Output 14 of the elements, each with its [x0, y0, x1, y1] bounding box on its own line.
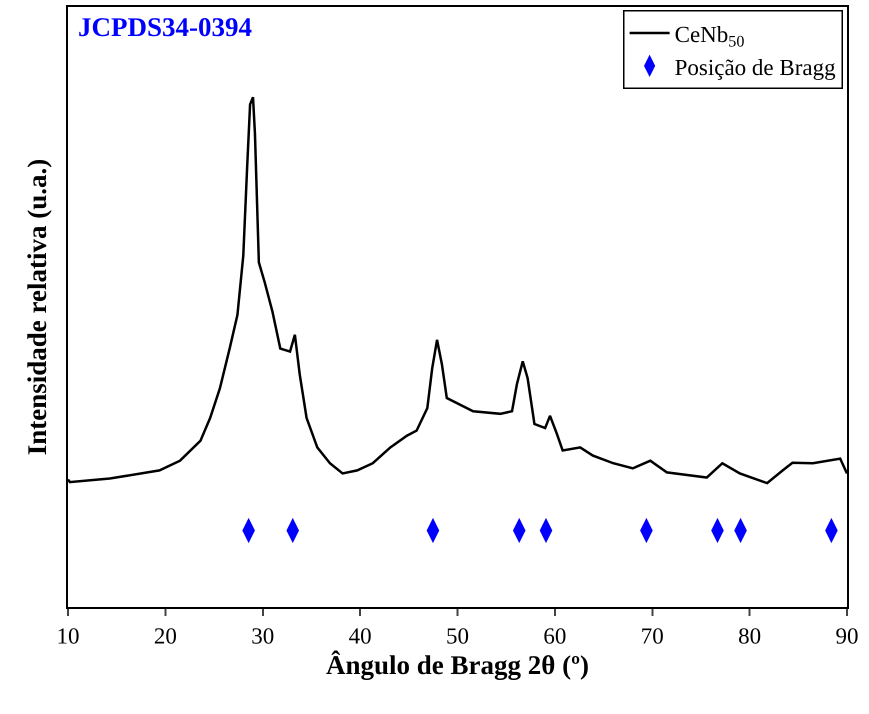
legend-label: Posição de Bragg [674, 54, 836, 80]
legend-label: CeNb$_{50}$ [674, 22, 744, 51]
x-tick-label: 60 [543, 623, 566, 648]
text: JCPDS34-0394 [78, 12, 252, 42]
x-tick-label: 70 [640, 623, 664, 648]
y-axis-title: Intensidade relativa (u.a.) [22, 158, 52, 456]
x-axis-title: Ângulo de Bragg 2θ (º) [326, 650, 590, 680]
x-tick-label: 80 [738, 623, 762, 648]
x-tick-label: 30 [251, 623, 274, 648]
x-tick-label: 90 [836, 623, 858, 648]
x-tick-label: 50 [446, 623, 469, 648]
x-tick-label: 40 [348, 623, 372, 648]
x-tick-label: 20 [154, 623, 177, 648]
x-tick-label: 10 [56, 623, 80, 648]
